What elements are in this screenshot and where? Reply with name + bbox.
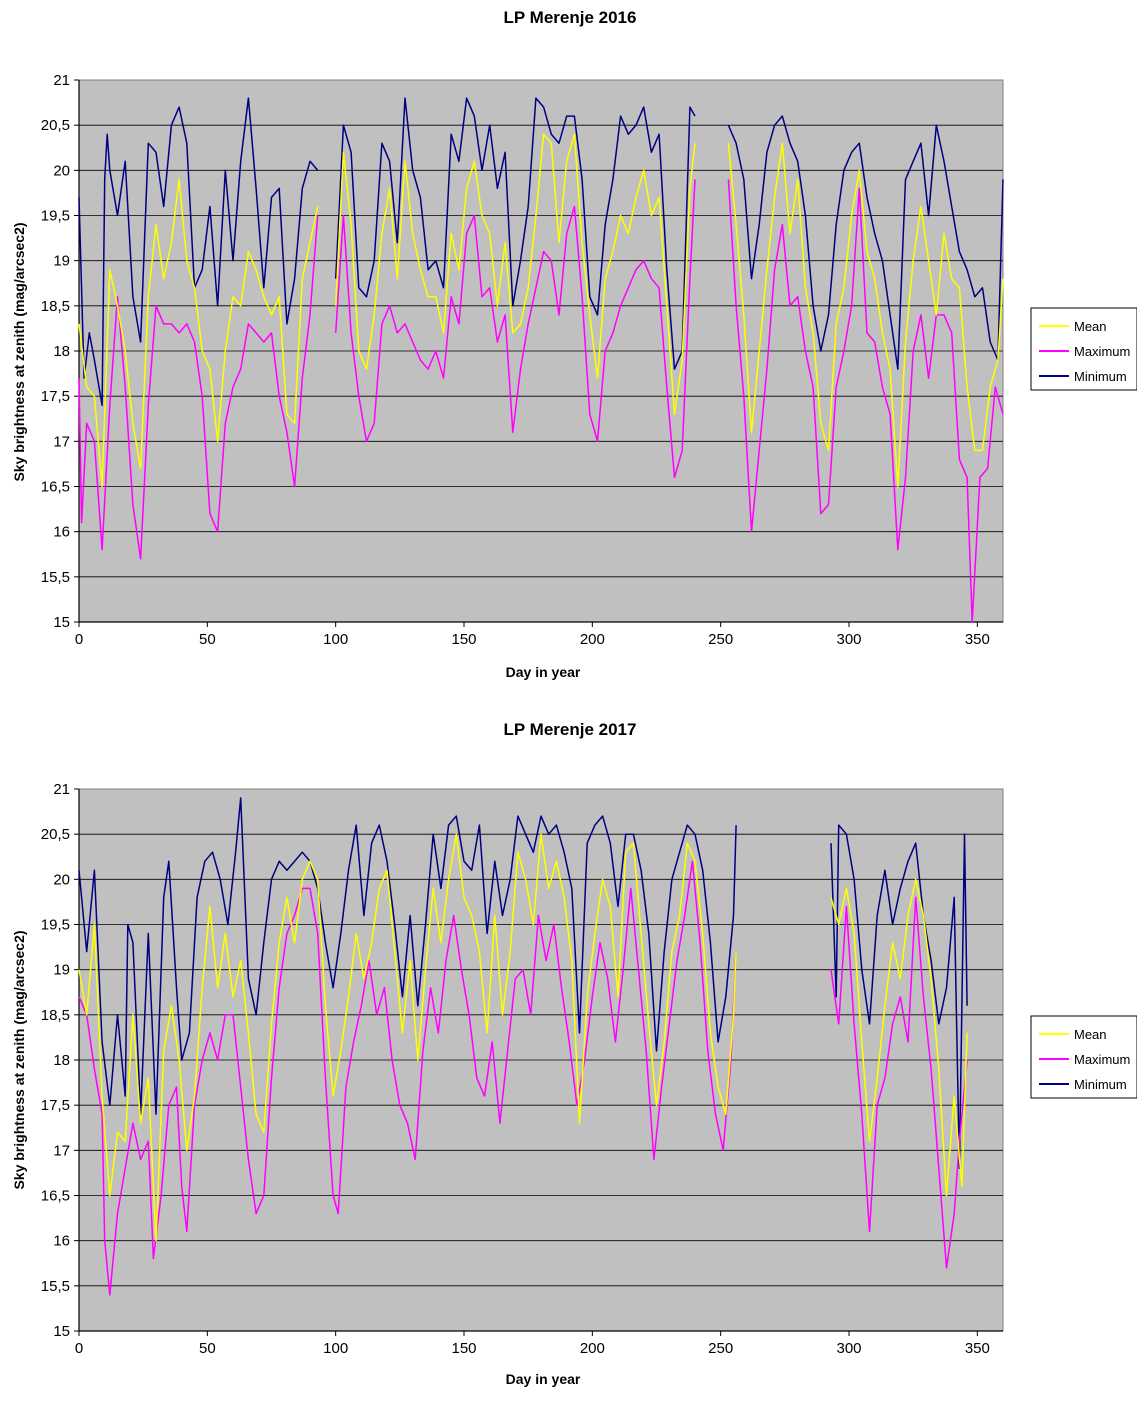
chart-title: LP Merenje 2016 [504, 8, 637, 27]
y-axis-title: Sky brightness at zenith (mag/arcsec2) [11, 222, 27, 481]
x-tick-label: 250 [708, 1340, 733, 1357]
y-tick-label: 19,5 [41, 208, 70, 225]
y-tick-label: 15 [53, 1323, 70, 1340]
y-tick-label: 18 [53, 343, 70, 360]
y-tick-label: 16,5 [41, 1188, 70, 1205]
y-tick-label: 19,5 [41, 917, 70, 934]
series-line-mean [78, 133, 1004, 488]
x-axis-title: Day in year [506, 664, 581, 680]
x-tick-label: 150 [451, 631, 476, 648]
y-tick-label: 17 [53, 433, 70, 450]
x-tick-label: 250 [708, 631, 733, 648]
series-line-maximum [78, 179, 1004, 623]
x-tick-label: 0 [75, 1340, 83, 1357]
y-axis-title: Sky brightness at zenith (mag/arcsec2) [11, 930, 27, 1189]
x-tick-label: 50 [199, 1340, 216, 1357]
plot-area: 15 15,5 16 16,5 17 17,5 18 18,5 19 19,5 20 20,5 21 0 5… [41, 72, 1004, 648]
x-tick-label: 300 [836, 631, 861, 648]
series-line-maximum [78, 860, 968, 1296]
legend: Mean Maximum Minimum [1030, 307, 1137, 391]
series-line-minimum [78, 797, 968, 1170]
series-line-mean [78, 833, 968, 1242]
chart-svg-2016: LP Merenje 2016 15 15,5 16 16,5 17 17,5 18 18,5… [11, 8, 1137, 680]
x-tick-label: 300 [836, 1340, 861, 1357]
legend-label-maximum: Maximum [1074, 344, 1130, 359]
chart-title: LP Merenje 2017 [504, 720, 637, 739]
series-line-minimum [78, 97, 1004, 406]
x-tick-label: 200 [580, 1340, 605, 1357]
x-tick-label: 350 [965, 1340, 990, 1357]
x-tick-label: 100 [323, 631, 348, 648]
y-tick-label: 16 [53, 1233, 70, 1250]
y-tick-label: 16 [53, 524, 70, 541]
plot-area: 15 15,5 16 16,5 17 17,5 18 18,5 19 19,5 20 20,5 21 0 5… [41, 781, 1004, 1357]
chart-2017: LP Merenje 2017 15 15,5 16 16,5 17 17,5 18 18,5… [0, 708, 1137, 1402]
chart-svg-2017: LP Merenje 2017 15 15,5 16 16,5 17 17,5 18 18,5… [11, 720, 1137, 1387]
y-tick-label: 16,5 [41, 479, 70, 496]
x-tick-label: 100 [323, 1340, 348, 1357]
y-tick-label: 20 [53, 162, 70, 179]
y-tick-label: 17 [53, 1142, 70, 1159]
y-tick-label: 18,5 [41, 298, 70, 315]
legend: Mean Maximum Minimum [1030, 1015, 1137, 1099]
y-tick-label: 17,5 [41, 1097, 70, 1114]
y-tick-label: 21 [53, 781, 70, 798]
y-tick-label: 20,5 [41, 826, 70, 843]
y-tick-label: 20 [53, 871, 70, 888]
x-tick-label: 50 [199, 631, 216, 648]
legend-label-mean: Mean [1074, 1027, 1107, 1042]
chart-2016: LP Merenje 2016 15 15,5 16 16,5 17 17,5 18 18,5… [0, 0, 1137, 694]
y-tick-label: 19 [53, 253, 70, 270]
legend-label-minimum: Minimum [1074, 1077, 1127, 1092]
y-tick-label: 18,5 [41, 1007, 70, 1024]
y-tick-label: 21 [53, 72, 70, 89]
x-tick-label: 0 [75, 631, 83, 648]
x-tick-label: 350 [965, 631, 990, 648]
legend-label-minimum: Minimum [1074, 369, 1127, 384]
y-tick-label: 15,5 [41, 569, 70, 586]
x-axis-title: Day in year [506, 1371, 581, 1387]
x-tick-label: 200 [580, 631, 605, 648]
y-tick-label: 20,5 [41, 117, 70, 134]
x-tick-label: 150 [451, 1340, 476, 1357]
y-tick-label: 18 [53, 1052, 70, 1069]
y-tick-label: 19 [53, 962, 70, 979]
y-tick-label: 15,5 [41, 1278, 70, 1295]
legend-label-maximum: Maximum [1074, 1052, 1130, 1067]
y-tick-label: 15 [53, 614, 70, 631]
y-tick-label: 17,5 [41, 388, 70, 405]
legend-label-mean: Mean [1074, 319, 1107, 334]
